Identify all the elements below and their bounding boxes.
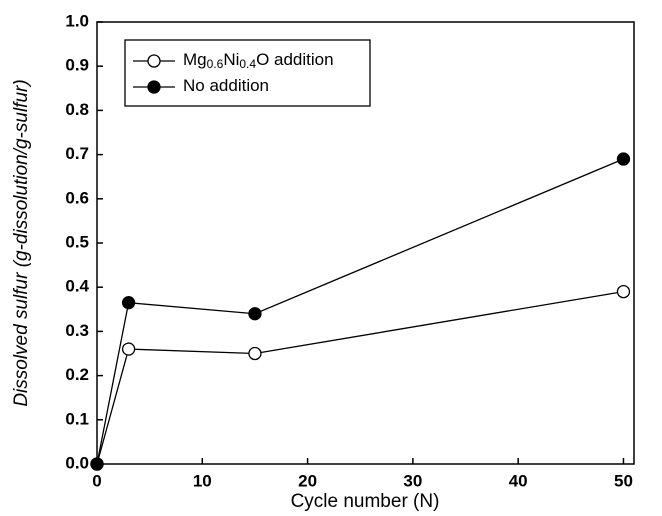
data-point	[121, 342, 136, 356]
y-tick-label: 0.3	[65, 321, 89, 340]
x-tick-label: 30	[403, 471, 422, 490]
data-point	[121, 296, 136, 310]
data-point	[616, 284, 631, 299]
y-tick-label: 0.7	[65, 144, 89, 163]
y-tick-label: 0.4	[65, 277, 89, 296]
data-point	[248, 346, 262, 361]
legend-marker	[147, 80, 161, 94]
x-tick-label: 0	[92, 471, 101, 490]
data-point	[90, 457, 104, 471]
y-tick-label: 0.6	[65, 188, 89, 207]
y-tick-label: 0.5	[65, 232, 89, 251]
data-point	[248, 307, 262, 321]
x-tick-label: 50	[614, 471, 633, 490]
y-tick-label: 0.9	[65, 56, 89, 75]
x-axis-title: Cycle number (N)	[291, 491, 440, 512]
data-point	[616, 152, 631, 166]
y-axis-title: Dissolved sulfur (g-dissolution/g-sulfur…	[11, 79, 32, 406]
legend-box	[124, 39, 371, 107]
legend-label: Mg0.6Ni0.4O addition	[183, 50, 334, 71]
series-line	[96, 158, 624, 465]
x-tick-label: 20	[298, 471, 317, 490]
x-tick-label: 40	[509, 471, 528, 490]
x-tick-label: 10	[193, 471, 212, 490]
y-tick-label: 0.0	[65, 453, 89, 472]
y-tick-label: 0.2	[65, 365, 89, 384]
legend-marker	[147, 54, 161, 68]
y-tick-label: 0.8	[65, 100, 89, 119]
y-tick-label: 0.1	[65, 409, 89, 428]
series-line	[96, 290, 624, 465]
legend-label: No addition	[183, 76, 269, 95]
y-tick-label: 1.0	[65, 11, 89, 30]
